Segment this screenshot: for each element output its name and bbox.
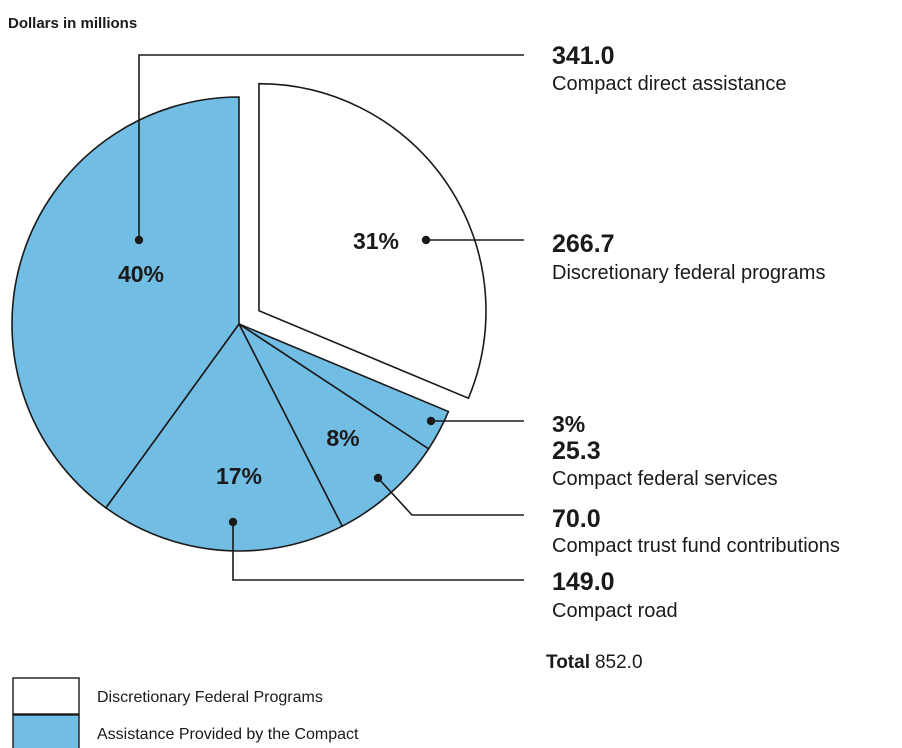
leader-line-compact-direct-assistance [138,54,524,240]
leader-dot-compact-federal-services [426,416,436,426]
percent-label-compact-road: 17% [216,463,262,489]
value-label-compact-trust-fund-contributions: 70.0 [552,505,601,533]
legend-label-compact: Assistance Provided by the Compact [97,726,359,743]
legend-label-discretionary: Discretionary Federal Programs [97,689,323,706]
slice-compact-direct-assistance [11,96,240,509]
legend-swatch-compact [12,714,80,748]
value-label-compact-federal-services: 25.3 [552,437,601,465]
name-label-compact-federal-services: Compact federal services [552,468,778,490]
leader-line-compact-trust-fund-contributions [377,477,524,516]
name-label-compact-trust-fund-contributions: Compact trust fund contributions [552,535,840,557]
leader-line-compact-road [232,522,524,581]
name-label-compact-direct-assistance: Compact direct assistance [552,73,787,95]
name-label-compact-road: Compact road [552,600,678,622]
leader-dot-compact-trust-fund-contributions [373,473,383,483]
value-label-discretionary-federal-programs: 266.7 [552,230,615,258]
name-label-discretionary-federal-programs: Discretionary federal programs [552,262,825,284]
total-word: Total [546,652,590,673]
percent-label-discretionary-federal-programs: 31% [353,228,399,254]
slice-discretionary-federal-programs [258,82,487,400]
value-label-compact-road: 149.0 [552,568,615,596]
total-label: Total 852.0 [546,652,643,673]
slice-compact-road [104,322,344,552]
leader-dot-compact-direct-assistance [134,235,144,245]
total-value: 852.0 [595,652,643,673]
unit-label: Dollars in millions [8,15,137,32]
leader-dot-compact-road [228,517,238,527]
legend-swatch-discretionary [12,677,80,715]
percent-label-compact-direct-assistance: 40% [118,261,164,287]
percent-label-compact-federal-services: 3% [552,411,585,437]
leader-dot-discretionary-federal-programs [421,235,431,245]
value-label-compact-direct-assistance: 341.0 [552,42,615,70]
legend: Discretionary Federal Programs Assistanc… [12,677,359,748]
slice-labels: 31% 266.7 Discretionary federal programs 3%… [118,42,840,622]
leader-lines [134,54,524,581]
percent-label-compact-trust-fund-contributions: 8% [326,425,359,451]
